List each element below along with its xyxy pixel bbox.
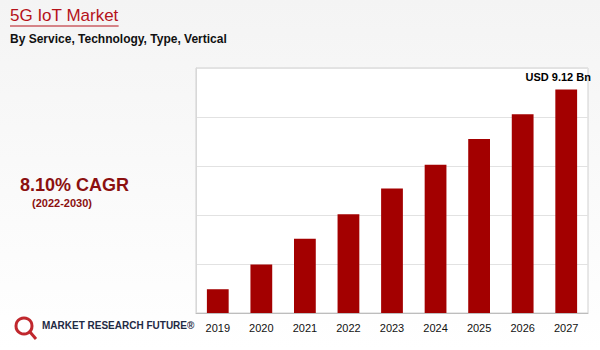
svg-text:USD 9.12 Bn: USD 9.12 Bn [526,71,592,83]
svg-text:2024: 2024 [423,322,447,334]
svg-text:2021: 2021 [293,322,317,334]
svg-text:2020: 2020 [249,322,273,334]
svg-text:2025: 2025 [467,322,491,334]
svg-text:2023: 2023 [380,322,404,334]
svg-text:2026: 2026 [510,322,534,334]
svg-text:5G IoT Market: 5G IoT Market [10,6,119,25]
svg-text:2019: 2019 [206,322,230,334]
svg-text:By Service, Technology, Type,: By Service, Technology, Type, Vertical [10,32,227,46]
svg-text:(2022-2030): (2022-2030) [32,197,92,209]
svg-text:8.10% CAGR: 8.10% CAGR [20,175,129,195]
svg-text:MARKET RESEARCH FUTURE®: MARKET RESEARCH FUTURE® [42,320,195,331]
svg-text:2022: 2022 [336,322,360,334]
svg-text:2027: 2027 [554,322,578,334]
